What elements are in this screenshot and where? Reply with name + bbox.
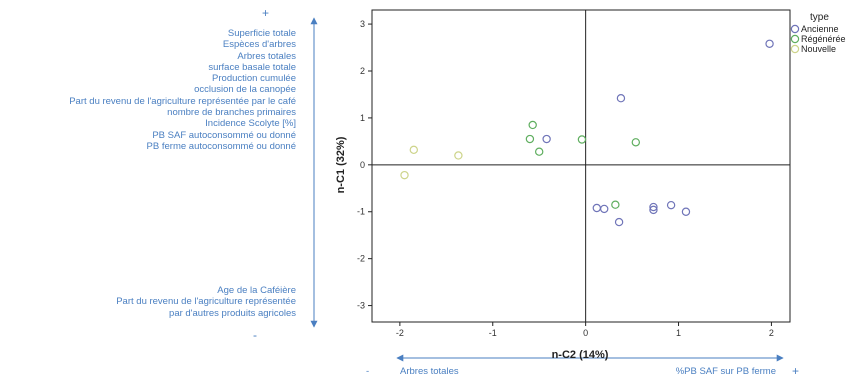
data-point-ancienne	[600, 204, 609, 214]
x-tick-label: 0	[583, 328, 588, 338]
y-tick-label: 0	[360, 160, 365, 170]
y-tick-label: 2	[360, 66, 365, 76]
bottom-left-label: Arbres totales	[400, 366, 459, 377]
legend-marker	[790, 44, 800, 54]
plot-border	[371, 9, 791, 323]
top-variable-label: Production cumulée	[212, 73, 296, 85]
y-tick-label: -2	[357, 254, 365, 264]
vertical-plus-sign: +	[262, 6, 270, 20]
data-point-regeneree	[535, 147, 544, 156]
bottom-variable-label: Part du revenu de l'agriculture représen…	[116, 296, 296, 308]
legend-marker	[790, 34, 800, 44]
data-point-regeneree	[528, 120, 537, 130]
data-point-nouvelle	[409, 145, 418, 155]
y-tick-label: -1	[357, 207, 365, 217]
bottom-minus-sign: -	[366, 366, 369, 377]
bottom-variable-list: Age de la Caféière Part du revenu de l'ag…	[116, 285, 296, 319]
data-point-ancienne	[649, 205, 658, 215]
legend-entry-label: Nouvelle	[801, 44, 836, 54]
data-point-ancienne	[592, 203, 601, 213]
data-point-ancienne	[681, 207, 691, 216]
top-variable-label: Espèces d'arbres	[222, 39, 296, 51]
data-point-ancienne	[542, 134, 551, 144]
bottom-variable-label: par d'autres produits agricoles	[169, 307, 296, 319]
legend-title: type	[810, 12, 829, 23]
axis-ticks: -2 -1 0 1 2 3 2 1 0 -1 -2 -3	[357, 19, 774, 338]
x-tick-label: -1	[489, 328, 497, 338]
data-point-nouvelle	[400, 170, 409, 180]
top-variable-label: surface basale totale	[208, 61, 296, 73]
data-point-ancienne	[765, 39, 774, 48]
legend-marker	[790, 24, 800, 34]
top-variable-label: Incidence Scolyte [%]	[205, 118, 296, 130]
bottom-right-label: %PB SAF sur PB ferme	[676, 366, 776, 377]
legend-entry-label: Régénérée	[801, 34, 846, 44]
data-point-ancienne	[649, 202, 658, 212]
top-variable-label: PB ferme autoconsommé ou donné	[146, 140, 296, 152]
top-variable-label: occlusion de la canopée	[194, 84, 296, 96]
data-point-regeneree	[577, 135, 587, 144]
top-variable-label: Arbres totales	[237, 50, 296, 62]
top-variable-label: nombre de branches primaires	[167, 107, 296, 119]
x-tick-label: 1	[676, 328, 681, 338]
data-point-ancienne	[666, 200, 676, 210]
plot-frame	[371, 9, 791, 323]
top-variable-label: Part du revenu de l'agriculture représen…	[69, 95, 296, 107]
top-variable-label: PB SAF autoconsommé ou donné	[152, 129, 296, 141]
top-variable-list: Superficie totale Espèces d'arbres Arbres …	[69, 28, 296, 152]
points-layer	[400, 39, 774, 227]
bottom-plus-sign: +	[792, 364, 799, 377]
data-point-ancienne	[614, 217, 624, 227]
x-axis-title: n-C2 (14%)	[552, 349, 609, 361]
y-tick-label: -3	[357, 301, 365, 311]
data-point-regeneree	[631, 138, 641, 147]
y-axis-title: n-C1 (32%)	[335, 136, 347, 193]
y-tick-label: 1	[360, 113, 365, 123]
x-tick-label: 2	[769, 328, 774, 338]
top-variable-label: Superficie totale	[227, 28, 296, 39]
y-tick-label: 3	[360, 19, 365, 29]
legend-entry-label: Ancienne	[801, 24, 839, 34]
data-point-regeneree	[525, 134, 535, 144]
data-point-nouvelle	[454, 151, 463, 160]
data-point-regeneree	[611, 200, 620, 209]
x-tick-label: -2	[396, 328, 404, 338]
vertical-minus-sign: -	[253, 328, 257, 342]
data-point-ancienne	[616, 94, 626, 103]
bottom-variable-label: Age de la Caféière	[217, 285, 296, 296]
